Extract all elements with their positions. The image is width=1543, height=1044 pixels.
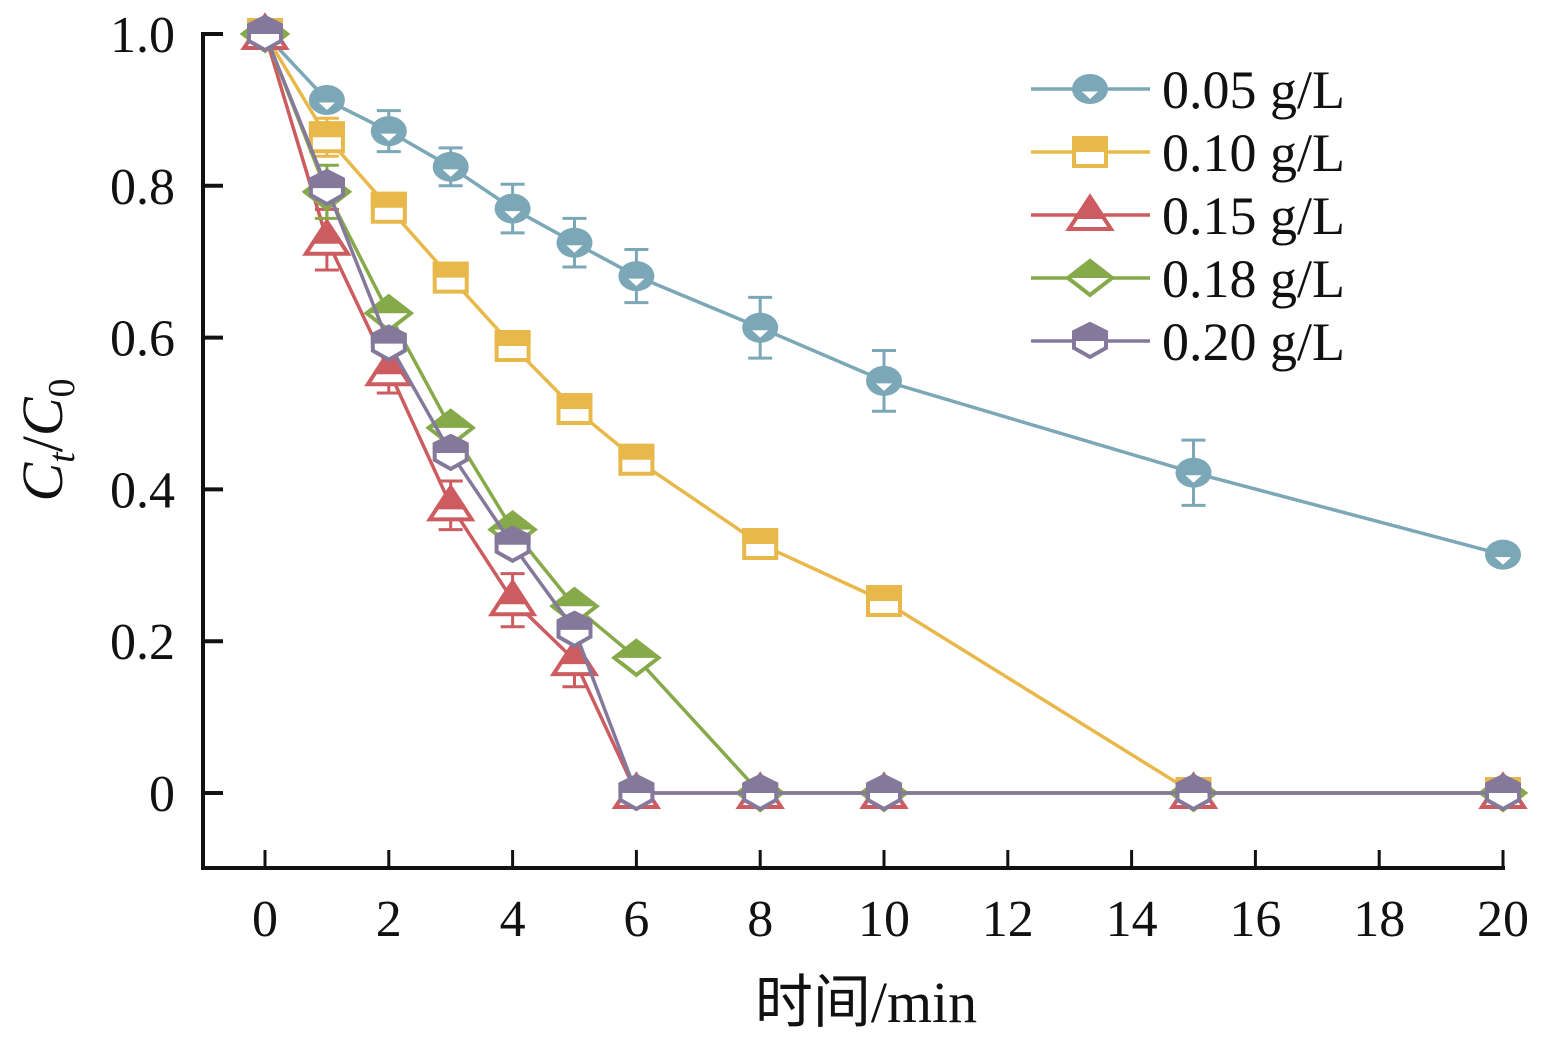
data-point xyxy=(432,433,469,472)
data-point xyxy=(742,773,779,812)
data-point xyxy=(247,14,283,53)
axes: 0 0.2 0.4 0.6 0.8 1.0 0 2 4 6 8 10 12 14 16 18 20 xyxy=(110,7,1529,948)
data-point xyxy=(618,773,655,812)
legend-item: 0.15 g/L xyxy=(1031,186,1345,246)
legend-item: 0.18 g/L xyxy=(1031,249,1345,309)
data-point xyxy=(866,773,902,812)
x-tick-label: 6 xyxy=(623,891,649,948)
data-point xyxy=(370,116,407,147)
y-tick-label: 0 xyxy=(149,766,175,823)
data-point xyxy=(308,168,345,207)
data-point xyxy=(487,578,538,617)
legend-label: 0.10 g/L xyxy=(1162,123,1345,183)
x-tick-label: 18 xyxy=(1353,891,1405,948)
legend-label: 0.18 g/L xyxy=(1162,249,1345,309)
x-tick-label: 8 xyxy=(747,891,773,948)
data-point xyxy=(556,610,593,649)
data-point xyxy=(556,227,593,258)
y-tick-label: 1.0 xyxy=(110,7,175,64)
data-point xyxy=(302,218,352,256)
data-point xyxy=(494,525,531,564)
y-tick-label: 0.4 xyxy=(110,462,175,519)
legend-label: 0.20 g/L xyxy=(1162,312,1345,372)
data-point xyxy=(742,312,779,343)
data-point xyxy=(425,483,476,522)
data-point xyxy=(1175,457,1212,488)
x-tick-label: 20 xyxy=(1477,891,1529,948)
data-point xyxy=(308,85,345,116)
x-ticks: 0 2 4 6 8 10 12 14 16 18 20 xyxy=(252,850,1529,948)
legend-square-icon xyxy=(1072,136,1108,168)
data-point xyxy=(494,329,531,362)
svg-text:Ct/C0: Ct/C0 xyxy=(10,378,83,501)
legend-label: 0.15 g/L xyxy=(1162,186,1345,246)
data-point xyxy=(611,638,662,678)
x-tick-label: 4 xyxy=(500,891,526,948)
y-axis-title-c: C xyxy=(10,462,75,502)
data-point xyxy=(618,261,655,292)
data-point xyxy=(618,443,655,476)
data-point xyxy=(370,324,407,362)
legend-circle-icon xyxy=(1072,74,1108,104)
data-point xyxy=(1485,773,1521,812)
data-point xyxy=(866,365,902,396)
series-0-20-g-L xyxy=(247,14,1521,812)
data-point xyxy=(1485,539,1521,570)
y-ticks: 0 0.2 0.4 0.6 0.8 1.0 xyxy=(110,7,223,823)
x-tick-label: 0 xyxy=(252,891,278,948)
legend-item: 0.10 g/L xyxy=(1031,123,1345,183)
data-point xyxy=(308,121,345,154)
legend-triangle-icon xyxy=(1065,193,1115,231)
data-point xyxy=(556,392,593,425)
data-point xyxy=(866,584,902,617)
y-tick-label: 0.6 xyxy=(110,311,175,368)
y-axis-title-c0: C xyxy=(10,396,75,436)
data-point xyxy=(432,261,469,294)
data-point xyxy=(494,193,531,224)
data-point xyxy=(742,528,779,561)
legend-item: 0.20 g/L xyxy=(1031,312,1345,372)
y-axis-title-slash: / xyxy=(10,435,75,452)
x-tick-label: 2 xyxy=(376,891,402,948)
y-axis-title: Ct/C0 xyxy=(10,378,83,501)
x-axis-title: 时间/min xyxy=(755,970,977,1035)
data-point xyxy=(370,191,407,224)
legend-item: 0.05 g/L xyxy=(1031,60,1345,120)
data-point xyxy=(432,151,469,182)
legend-label: 0.05 g/L xyxy=(1162,60,1345,120)
legend: 0.05 g/L0.10 g/L0.15 g/L0.18 g/L0.20 g/L xyxy=(1031,60,1345,372)
series-layer xyxy=(239,12,1529,813)
y-axis-title-sub-t: t xyxy=(41,451,83,463)
data-point xyxy=(364,348,414,387)
y-tick-label: 0.8 xyxy=(110,159,175,216)
x-tick-label: 12 xyxy=(982,891,1034,948)
legend-hexagon-icon xyxy=(1072,321,1108,360)
x-tick-label: 14 xyxy=(1106,891,1158,948)
x-tick-label: 10 xyxy=(858,891,910,948)
legend-diamond-icon xyxy=(1064,258,1116,298)
y-tick-label: 0.2 xyxy=(110,614,175,671)
y-axis-title-sub-0: 0 xyxy=(41,378,83,397)
x-tick-label: 16 xyxy=(1229,891,1281,948)
data-point xyxy=(1175,773,1212,812)
